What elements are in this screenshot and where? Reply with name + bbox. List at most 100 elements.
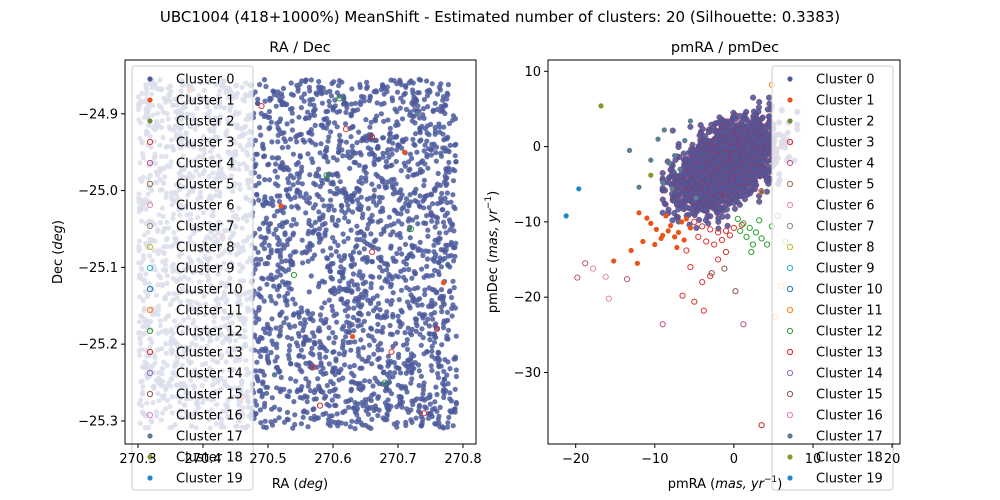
point-cluster-0 — [361, 167, 367, 173]
point-cluster-0 — [254, 402, 260, 408]
point-cluster-0 — [447, 264, 453, 270]
point-cluster-0 — [407, 235, 413, 241]
point-cluster-0 — [254, 376, 260, 382]
point-cluster-0 — [398, 395, 404, 401]
point-cluster-0 — [756, 198, 763, 205]
point-cluster-0 — [425, 165, 431, 171]
point-cluster-0 — [348, 347, 354, 353]
point-cluster-0 — [345, 202, 351, 208]
point-cluster-0 — [312, 219, 318, 225]
point-cluster-0 — [369, 181, 375, 187]
point-cluster-0 — [420, 252, 426, 259]
point-cluster-0 — [383, 276, 390, 282]
point-cluster-0 — [350, 314, 356, 321]
point-cluster-0 — [368, 119, 374, 125]
point-cluster-0 — [306, 289, 312, 295]
point-cluster-0 — [427, 401, 433, 407]
point-cluster-0 — [429, 213, 435, 219]
point-cluster-0 — [320, 248, 326, 254]
point-cluster-0 — [328, 274, 334, 281]
point-cluster-0 — [384, 417, 390, 423]
point-cluster-0 — [450, 178, 457, 184]
point-cluster-0 — [412, 142, 418, 148]
point-cluster-0 — [390, 140, 396, 146]
point-cluster-0 — [328, 203, 334, 209]
point-cluster-0 — [387, 136, 393, 142]
point-cluster-0 — [365, 257, 371, 263]
point-cluster-0 — [331, 207, 337, 213]
point-cluster-0 — [281, 136, 287, 142]
point-cluster-0 — [280, 279, 286, 285]
point-cluster-0 — [445, 336, 451, 342]
point-cluster-0 — [430, 201, 436, 207]
point-cluster-0 — [287, 343, 293, 349]
point-cluster-0 — [290, 151, 296, 157]
point-cluster-0 — [426, 204, 432, 211]
point-cluster-0 — [341, 323, 347, 329]
point-cluster-0 — [361, 233, 367, 239]
point-cluster-0 — [269, 395, 275, 401]
point-cluster-0 — [272, 358, 278, 364]
point-cluster-0 — [316, 284, 322, 290]
point-cluster-0 — [272, 168, 278, 174]
point-cluster-0 — [274, 174, 280, 180]
point-cluster-0 — [274, 354, 280, 360]
point-cluster-0 — [257, 368, 263, 374]
point-cluster-0 — [451, 356, 457, 362]
point-cluster-0 — [297, 320, 304, 326]
point-cluster-0 — [299, 237, 305, 243]
point-cluster-0 — [358, 194, 364, 200]
legend-marker-cluster-2 — [147, 118, 153, 124]
y-tick-label: −25.3 — [78, 414, 118, 429]
point-cluster-0 — [262, 153, 268, 159]
point-cluster-0 — [355, 346, 361, 352]
point-cluster-0 — [276, 198, 282, 205]
point-cluster-0 — [284, 302, 290, 308]
point-cluster-0 — [258, 353, 264, 360]
point-cluster-0 — [434, 408, 440, 414]
point-cluster-0 — [407, 305, 413, 311]
point-cluster-0 — [289, 127, 295, 133]
point-cluster-0 — [750, 94, 757, 101]
point-cluster-0 — [406, 159, 412, 165]
point-cluster-0 — [348, 134, 354, 140]
point-cluster-0 — [311, 108, 317, 114]
point-cluster-0 — [397, 319, 403, 325]
point-cluster-0 — [388, 245, 394, 251]
point-cluster-0 — [418, 373, 424, 379]
point-cluster-0 — [414, 323, 420, 329]
point-cluster-0 — [371, 194, 377, 200]
point-cluster-0 — [334, 124, 340, 130]
point-cluster-0 — [325, 108, 331, 114]
point-cluster-0 — [295, 88, 301, 94]
point-cluster-0 — [264, 390, 270, 396]
point-cluster-1 — [278, 203, 284, 209]
point-cluster-0 — [283, 258, 289, 264]
point-cluster-0 — [419, 420, 425, 426]
point-cluster-0 — [327, 268, 333, 274]
point-cluster-0 — [379, 205, 385, 211]
point-cluster-0 — [435, 91, 441, 97]
point-cluster-0 — [429, 343, 435, 350]
point-cluster-0 — [300, 414, 306, 420]
point-cluster-0 — [285, 290, 291, 296]
point-cluster-0 — [369, 259, 375, 265]
point-cluster-0 — [450, 278, 456, 284]
point-cluster-0 — [287, 106, 293, 112]
point-cluster-0 — [360, 385, 366, 391]
point-cluster-0 — [276, 293, 282, 299]
point-cluster-0 — [406, 202, 412, 208]
point-cluster-0 — [378, 218, 384, 224]
point-cluster-0 — [404, 299, 411, 305]
point-cluster-0 — [421, 177, 427, 183]
point-cluster-0 — [327, 188, 333, 194]
point-cluster-0 — [412, 172, 418, 178]
point-cluster-0 — [351, 328, 357, 334]
point-cluster-0 — [446, 120, 452, 127]
point-cluster-0 — [407, 192, 413, 198]
point-cluster-0 — [438, 363, 444, 369]
point-cluster-0 — [422, 142, 428, 148]
point-cluster-0 — [367, 300, 374, 306]
y-tick-label: −25.1 — [78, 261, 118, 276]
point-cluster-0 — [403, 261, 409, 267]
